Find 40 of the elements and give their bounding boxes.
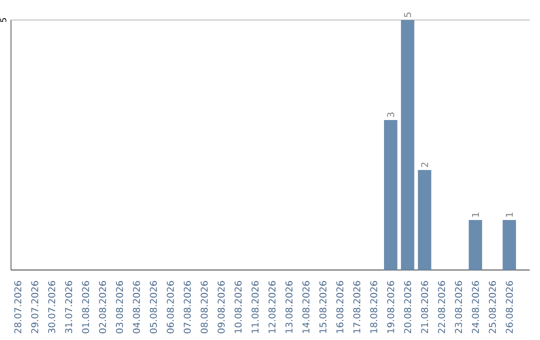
data-label: 3	[387, 112, 394, 118]
x-tick-label: 12.08.2026	[268, 281, 276, 333]
x-tick-label: 13.08.2026	[285, 281, 293, 333]
x-tick-label: 19.08.2026	[387, 281, 394, 333]
x-tick-label: 30.07.2026	[48, 281, 56, 334]
x-tick-label: 26.08.2026	[506, 281, 513, 334]
bar	[400, 20, 414, 270]
x-tick-label: 05.08.2026	[150, 281, 157, 334]
x-tick-label: 28.07.2026	[14, 281, 22, 334]
x-tick-label: 01.08.2026	[82, 281, 90, 334]
data-label: 5	[404, 12, 412, 18]
x-tick-label: 06.08.2026	[166, 281, 174, 334]
x-tick-label: 21.08.2026	[421, 281, 428, 334]
x-tick-label: 16.08.2026	[336, 281, 344, 333]
x-tick-label: 10.08.2026	[234, 281, 242, 333]
x-tick-label: 09.08.2026	[218, 281, 225, 334]
x-tick-label: 11.08.2026	[252, 281, 259, 333]
x-tick-label: 29.07.2026	[31, 281, 38, 334]
x-tick-label: 03.08.2026	[116, 281, 124, 334]
x-tick-label: 02.08.2026	[99, 281, 106, 334]
x-tick-label: 24.08.2026	[472, 281, 479, 334]
data-label: 2	[421, 162, 428, 168]
x-tick-label: 22.08.2026	[438, 281, 446, 334]
data-label: 1	[506, 212, 513, 217]
x-tick-label: 17.08.2026	[353, 281, 360, 333]
x-tick-label: 15.08.2026	[319, 281, 326, 333]
bar	[502, 220, 516, 270]
x-tick-label: 23.08.2026	[454, 281, 462, 334]
x-tick-label: 04.08.2026	[132, 281, 140, 334]
x-tick-label: 14.08.2026	[302, 281, 310, 333]
bar	[468, 220, 482, 270]
x-tick-label: 31.07.2026	[65, 281, 72, 334]
x-tick-label: 08.08.2026	[200, 281, 208, 334]
x-tick-label: 25.08.2026	[488, 281, 496, 334]
bar	[384, 120, 398, 270]
x-tick-label: 07.08.2026	[184, 281, 191, 334]
data-label: 1	[472, 212, 479, 217]
bar	[418, 170, 432, 270]
x-tick-label: 18.08.2026	[370, 281, 378, 333]
x-tick-label: 20.08.2026	[404, 281, 412, 334]
